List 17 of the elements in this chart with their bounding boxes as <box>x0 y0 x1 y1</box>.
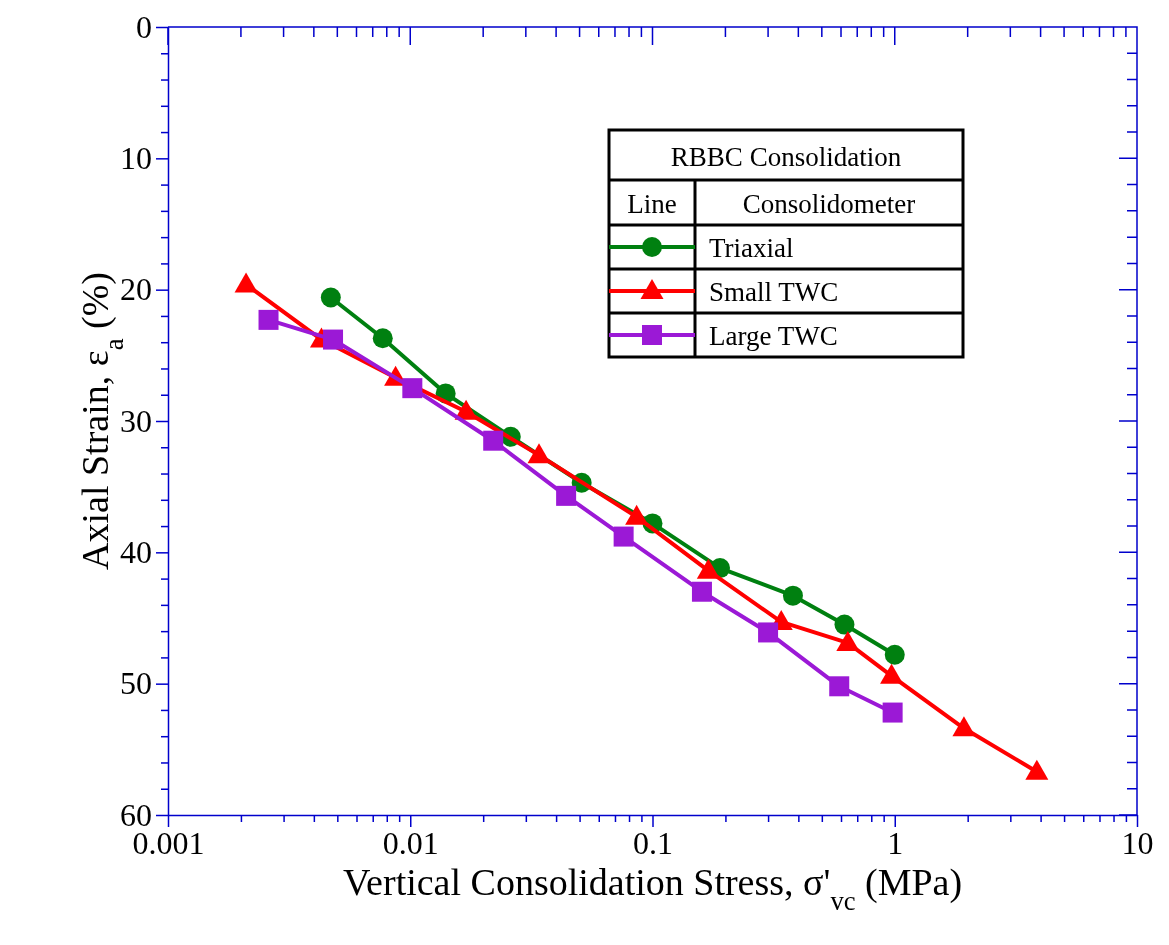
annotation: Line <box>627 189 677 219</box>
x-tick-label: 10 <box>1121 824 1154 861</box>
legend-label: Triaxial <box>709 233 794 263</box>
legend-label: Large TWC <box>709 321 838 351</box>
legend-title: RBBC Consolidation <box>670 142 902 172</box>
y-tick-label: 30 <box>120 402 152 439</box>
annotation: Consolidometer <box>742 189 916 219</box>
legend-label: Small TWC <box>709 277 839 307</box>
y-tick-label: 50 <box>120 665 152 702</box>
x-tick-label: 1 <box>887 824 904 861</box>
y-tick-label: 10 <box>120 140 152 177</box>
x-axis-title: Vertical Consolidation Stress, σ'$_{vc}$ (MPa) <box>342 861 963 916</box>
y-tick-label: 0 <box>136 8 152 45</box>
y-tick-label: 60 <box>120 796 152 833</box>
x-tick-label: 0.1 <box>633 824 673 861</box>
y-tick-label: 40 <box>120 534 152 571</box>
x-tick-label: 0.01 <box>382 824 439 861</box>
